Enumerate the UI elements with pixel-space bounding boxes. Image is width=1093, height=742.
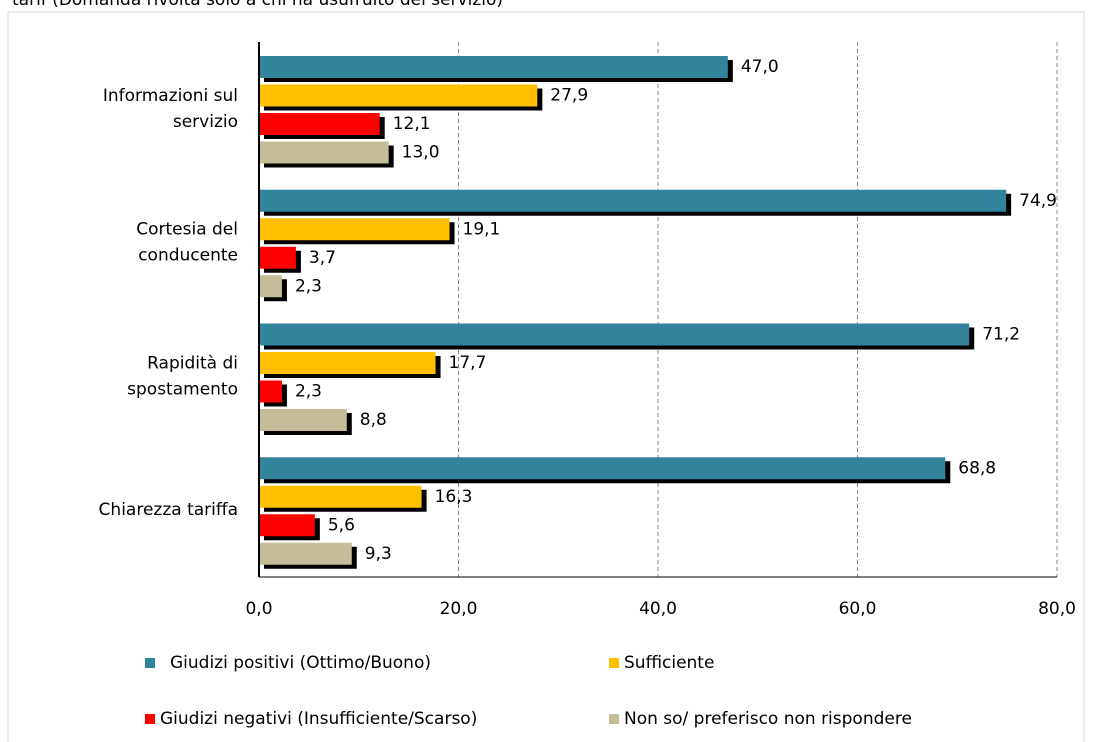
value-label: 16,3 <box>435 487 473 507</box>
bar <box>259 380 282 403</box>
x-tick-label: 20,0 <box>440 599 478 619</box>
value-label: 9,3 <box>365 544 392 564</box>
bar <box>259 189 1007 212</box>
bar <box>259 542 352 565</box>
value-label: 74,9 <box>1019 191 1057 211</box>
legend-swatch <box>609 658 619 668</box>
chart-title: tarif (Domanda rivolta solo a chi ha usu… <box>12 0 503 10</box>
value-label: 2,3 <box>295 276 322 296</box>
x-tick-label: 40,0 <box>639 599 677 619</box>
bar <box>259 141 389 164</box>
bar <box>259 113 380 135</box>
bar <box>259 218 450 241</box>
value-label: 8,8 <box>360 410 387 430</box>
legend-swatch <box>145 658 155 668</box>
value-label: 71,2 <box>982 325 1020 345</box>
legend-label: Giudizi negativi (Insufficiente/Scarso) <box>160 709 477 729</box>
legend-label: Sufficiente <box>624 653 714 673</box>
bar <box>259 275 282 298</box>
legend-label: Giudizi positivi (Ottimo/Buono) <box>170 653 431 673</box>
x-tick-label: 80,0 <box>1038 599 1076 619</box>
value-label: 12,1 <box>393 114 431 134</box>
value-label: 2,3 <box>295 382 322 402</box>
y-tick-label: Rapidità di spostamento <box>127 353 238 399</box>
bar <box>259 457 946 480</box>
value-label: 17,7 <box>449 353 487 373</box>
y-tick-label: Chiarezza tariffa <box>99 500 238 520</box>
value-label: 13,0 <box>402 143 440 163</box>
bar <box>259 323 970 346</box>
bar <box>259 485 422 508</box>
y-tick-label: Cortesia del conducente <box>136 220 238 266</box>
value-label: 5,6 <box>328 515 355 535</box>
legend-label: Non so/ preferisco non rispondere <box>624 709 912 729</box>
legend-swatch <box>145 714 155 724</box>
bar <box>259 514 315 537</box>
bar <box>259 246 296 269</box>
bar <box>259 56 728 78</box>
x-tick-label: 60,0 <box>839 599 877 619</box>
value-label: 68,8 <box>958 458 996 478</box>
value-label: 27,9 <box>550 86 588 106</box>
y-tick-label: Informazioni sul servizio <box>103 86 238 132</box>
bar <box>259 352 436 374</box>
legend-swatch <box>609 714 619 724</box>
value-label: 3,7 <box>309 248 336 268</box>
value-label: 47,0 <box>741 57 779 77</box>
bar <box>259 84 538 107</box>
chart-frame <box>7 11 1085 742</box>
value-label: 19,1 <box>463 219 501 239</box>
x-tick-label: 0,0 <box>245 599 272 619</box>
bar <box>259 409 347 431</box>
